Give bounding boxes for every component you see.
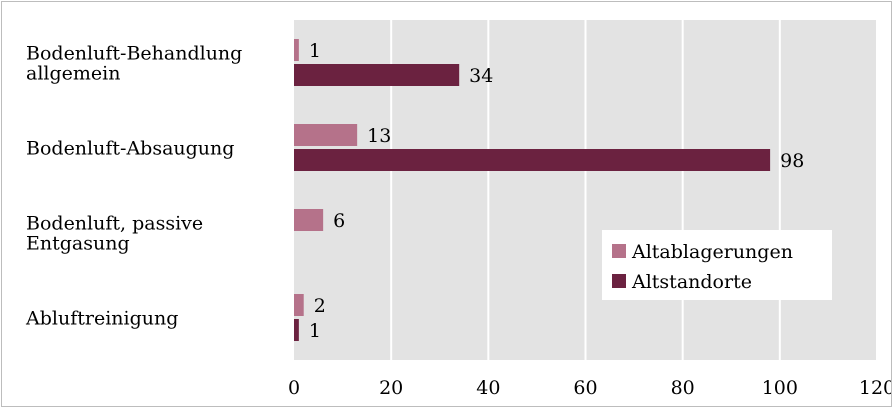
legend-box: [602, 230, 832, 300]
data-label: 6: [333, 210, 345, 232]
category-label: Entgasung: [26, 233, 130, 255]
data-label: 34: [469, 65, 493, 87]
x-tick-label: 60: [573, 377, 597, 399]
bar-altablagerungen: [294, 294, 304, 316]
legend-swatch: [612, 244, 626, 258]
legend-swatch: [612, 274, 626, 288]
bar-altablagerungen: [294, 209, 324, 231]
data-label: 98: [780, 150, 804, 172]
bar-altstandorte: [294, 149, 771, 171]
data-label: 13: [367, 125, 391, 147]
category-label: allgemein: [26, 63, 120, 85]
x-tick-label: 80: [671, 377, 695, 399]
data-label: 1: [309, 320, 321, 342]
data-label: 2: [314, 295, 326, 317]
legend-entry: Altablagerungen: [631, 241, 793, 263]
bar-altablagerungen: [294, 124, 358, 146]
bar-altstandorte: [294, 319, 299, 341]
data-label: 1: [309, 40, 321, 62]
category-label: Abluftreinigung: [25, 308, 178, 330]
x-tick-label: 0: [288, 377, 300, 399]
x-tick-label: 20: [379, 377, 403, 399]
x-tick-label: 40: [476, 377, 500, 399]
x-tick-label: 120: [859, 377, 891, 399]
legend-entry: Altstandorte: [631, 271, 752, 293]
x-tick-label: 100: [762, 377, 798, 399]
category-label: Bodenluft-Absaugung: [26, 138, 234, 160]
category-label: Bodenluft-Behandlung: [26, 43, 242, 65]
bar-altablagerungen: [294, 39, 299, 61]
category-label: Bodenluft, passive: [26, 213, 203, 235]
bar-altstandorte: [294, 64, 460, 86]
